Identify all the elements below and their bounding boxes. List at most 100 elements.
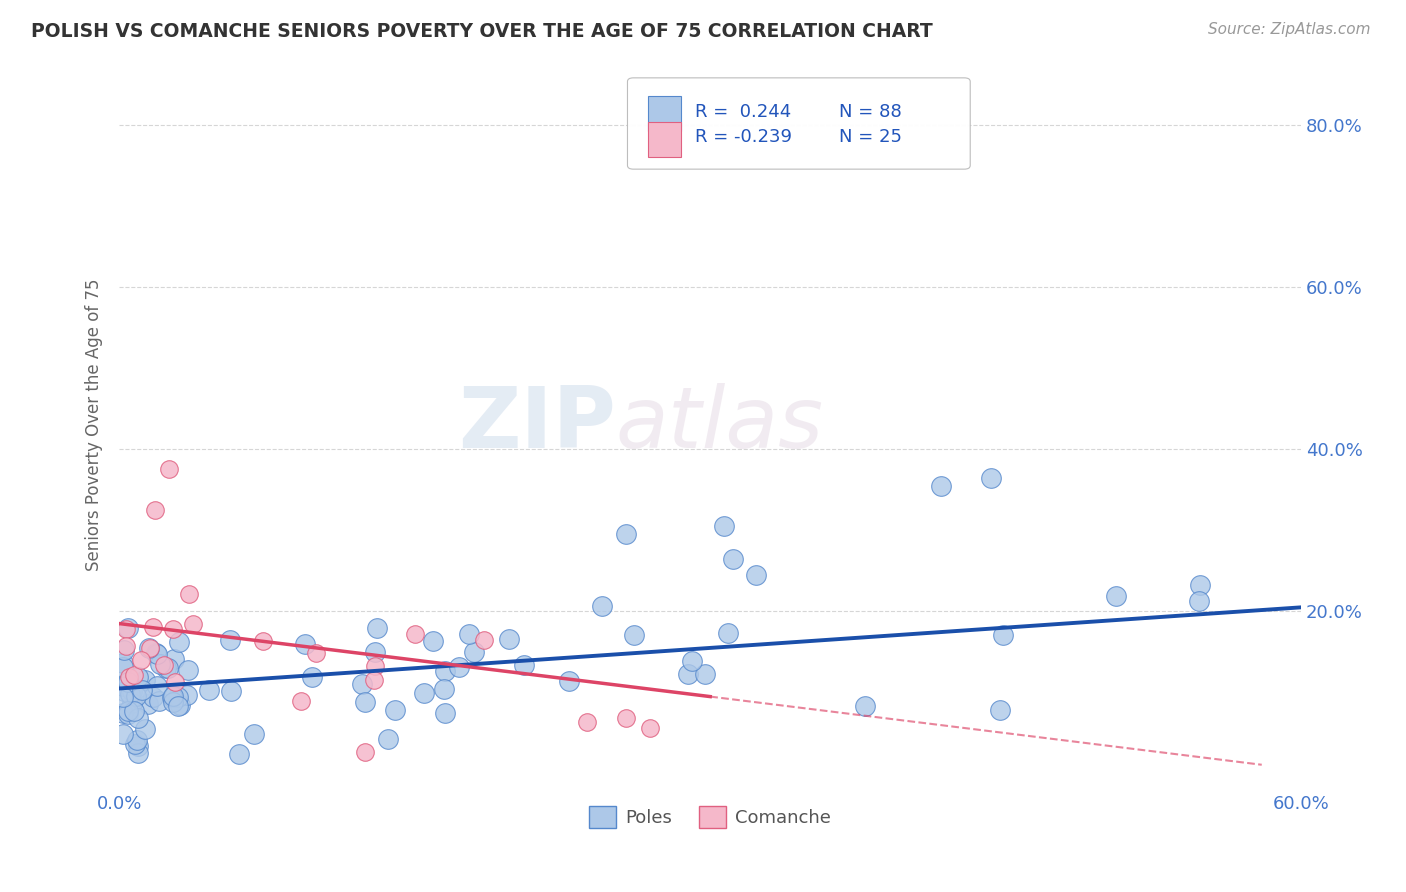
Point (723, 551, 745, 566)
Point (117, 674, 139, 689)
Point (434, 706, 457, 720)
Point (125, 689, 148, 703)
Point (121, 696, 143, 710)
Point (162, 694, 184, 708)
Point (364, 659, 387, 673)
Point (412, 686, 434, 700)
Point (121, 683, 143, 698)
Point (131, 653, 153, 667)
Point (363, 673, 385, 688)
Point (219, 684, 242, 698)
Point (148, 694, 170, 708)
Point (681, 654, 703, 668)
Point (167, 635, 190, 649)
Point (458, 627, 481, 641)
Point (614, 527, 637, 541)
Point (991, 628, 1014, 642)
Point (463, 645, 485, 659)
Point (363, 645, 385, 659)
Point (1188, 578, 1211, 592)
Point (304, 647, 326, 661)
Point (139, 641, 162, 656)
Point (498, 632, 520, 646)
Point (693, 666, 716, 681)
Point (575, 714, 598, 729)
Point (127, 746, 149, 760)
Point (131, 683, 153, 698)
Text: R =  0.244: R = 0.244 (695, 103, 792, 121)
Point (124, 668, 146, 682)
Point (143, 503, 166, 517)
Point (252, 633, 274, 648)
Point (136, 697, 159, 711)
Point (558, 673, 581, 688)
Point (118, 670, 141, 684)
Point (353, 745, 375, 759)
Point (112, 657, 135, 671)
Point (228, 747, 250, 761)
Point (117, 706, 139, 721)
Point (591, 599, 613, 613)
Point (120, 687, 142, 701)
Point (177, 664, 200, 678)
Text: N = 88: N = 88 (838, 103, 901, 121)
Point (676, 667, 699, 681)
Point (623, 628, 645, 642)
Bar (648, 121, 681, 157)
Point (112, 643, 135, 657)
Point (138, 640, 160, 655)
Point (432, 681, 454, 696)
Point (366, 621, 388, 635)
Point (112, 706, 135, 721)
Point (142, 690, 165, 704)
Point (127, 739, 149, 753)
Text: atlas: atlas (616, 384, 824, 467)
Y-axis label: Seniors Poverty Over the Age of 75: Seniors Poverty Over the Age of 75 (86, 278, 103, 571)
Point (614, 711, 637, 725)
Point (512, 658, 534, 673)
Point (290, 694, 312, 708)
Point (377, 731, 399, 746)
Point (167, 698, 190, 713)
Point (354, 695, 377, 709)
Point (112, 683, 135, 698)
Legend: Poles, Comanche: Poles, Comanche (582, 799, 838, 836)
Point (124, 737, 146, 751)
Point (162, 622, 184, 636)
Point (433, 664, 456, 678)
Point (1105, 590, 1128, 604)
Point (169, 698, 191, 712)
Point (744, 567, 766, 582)
Text: ZIP: ZIP (458, 384, 616, 467)
Point (243, 727, 266, 741)
Bar (648, 96, 681, 131)
Point (301, 670, 323, 684)
Point (294, 637, 316, 651)
Point (146, 680, 169, 694)
Point (198, 683, 221, 698)
Point (155, 661, 177, 675)
Point (980, 470, 1002, 484)
Point (112, 660, 135, 674)
Point (112, 679, 135, 693)
Point (183, 616, 205, 631)
Point (163, 652, 186, 666)
Point (472, 633, 495, 648)
Point (112, 690, 135, 705)
Point (404, 627, 426, 641)
Text: Source: ZipAtlas.com: Source: ZipAtlas.com (1208, 22, 1371, 37)
Point (146, 648, 169, 662)
Point (638, 721, 661, 735)
Point (176, 688, 198, 702)
Point (1188, 594, 1211, 608)
Point (127, 733, 149, 747)
Text: POLISH VS COMANCHE SENIORS POVERTY OVER THE AGE OF 75 CORRELATION CHART: POLISH VS COMANCHE SENIORS POVERTY OVER … (31, 22, 932, 41)
Point (112, 727, 135, 741)
Point (149, 657, 172, 671)
Point (134, 673, 156, 687)
Point (127, 670, 149, 684)
Point (929, 478, 952, 492)
Point (117, 621, 139, 635)
Point (384, 703, 406, 717)
Point (422, 634, 444, 648)
